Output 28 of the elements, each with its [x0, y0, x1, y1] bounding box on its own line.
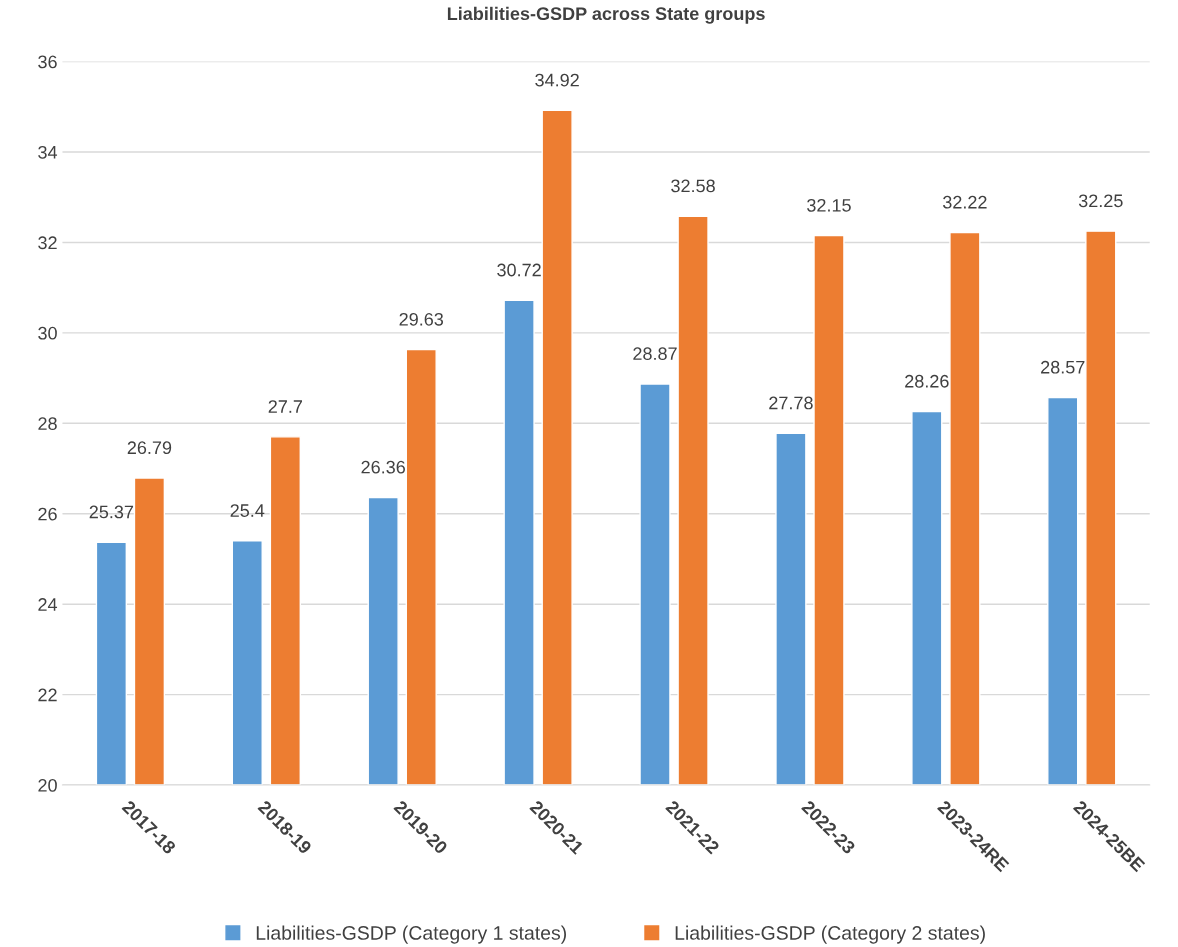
data-label: 34.92 [535, 73, 579, 87]
y-tick-label: 20 [38, 779, 57, 792]
data-label: 27.7 [268, 400, 302, 413]
data-label: 28.87 [633, 347, 677, 361]
legend-label: Liabilities-GSDP (Category 1 states) [256, 925, 566, 944]
y-tick-label: 32 [38, 236, 57, 250]
y-tick-label: 26 [38, 507, 57, 521]
y-tick-label: 30 [38, 326, 57, 340]
data-label: 32.25 [1078, 194, 1123, 208]
y-tick-label: 22 [38, 688, 57, 702]
y-tick-label: 36 [38, 55, 57, 69]
data-label: 32.22 [942, 195, 987, 209]
data-label: 28.57 [1041, 360, 1085, 374]
legend-label: Liabilities-GSDP (Category 2 states) [675, 925, 985, 944]
y-tick-label: 34 [38, 145, 58, 159]
data-label: 27.78 [769, 396, 813, 410]
data-label: 25.4 [230, 504, 265, 517]
y-tick-label: 24 [38, 598, 58, 611]
data-label: 25.37 [89, 505, 134, 519]
data-label: 28.26 [905, 374, 949, 388]
data-label: 32.58 [671, 179, 715, 193]
data-label: 26.36 [361, 460, 405, 474]
chart-title: Liabilities-GSDP across State groups [447, 6, 765, 24]
data-label: 26.79 [127, 441, 172, 455]
data-label: 29.63 [399, 312, 444, 326]
y-tick-label: 28 [38, 417, 57, 431]
data-label: 32.15 [807, 198, 851, 212]
data-label: 30.72 [497, 263, 541, 277]
